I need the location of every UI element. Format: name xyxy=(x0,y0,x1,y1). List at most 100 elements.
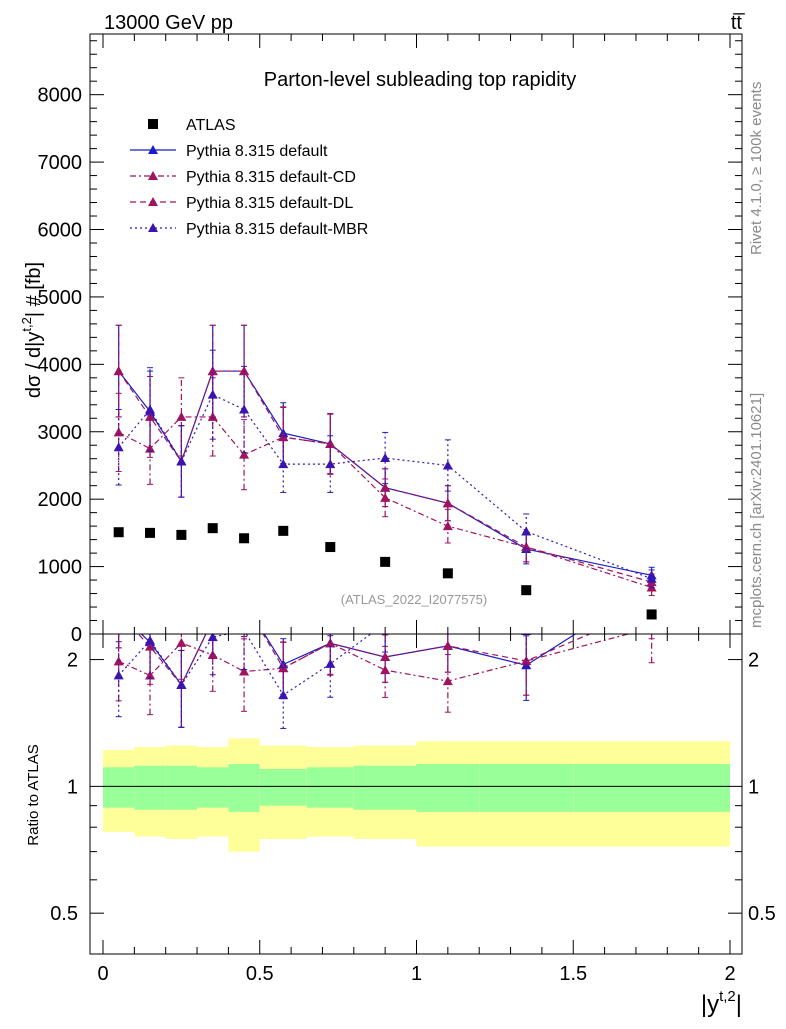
ratio-point-marker xyxy=(145,641,156,651)
series-ratio-solid xyxy=(114,597,577,728)
data-point-square xyxy=(380,556,391,567)
y-tick-label: 7000 xyxy=(38,152,83,174)
data-point-marker xyxy=(113,427,124,437)
legend-entry-label: Pythia 8.315 default-MBR xyxy=(186,221,368,238)
legend: ATLAS Pythia 8.315 default Pythia 8.315 de… xyxy=(130,117,368,238)
inner-uncertainty-band xyxy=(228,764,260,812)
data-point-marker xyxy=(145,411,156,421)
ratio-point-marker xyxy=(380,618,390,627)
data-point-square xyxy=(176,529,187,540)
data-point-marker xyxy=(239,404,250,414)
y-tick-label: 1000 xyxy=(38,557,83,579)
svg-text:dσ / d|yt,2| # [fb]: dσ / d|yt,2| # [fb] xyxy=(19,262,45,398)
x-axis-label: |yt,2| xyxy=(701,988,742,1018)
ratio-point-marker xyxy=(239,666,250,676)
data-point-square xyxy=(278,525,289,536)
ratio-point-marker xyxy=(114,608,124,617)
inner-uncertainty-band xyxy=(353,765,417,810)
y-tick-label: 2000 xyxy=(38,489,83,511)
data-point-marker xyxy=(442,498,453,508)
y-tick-label: 8000 xyxy=(38,85,83,107)
data-point-square xyxy=(145,527,156,538)
data-point-square xyxy=(521,585,532,596)
legend-entry-label: Pythia 8.315 default xyxy=(186,143,328,160)
series-main-data xyxy=(113,523,657,620)
series-main-dotted xyxy=(113,349,657,588)
ratio-tick-label-right: 2 xyxy=(748,650,759,672)
inner-uncertainty-band xyxy=(416,764,480,812)
svg-text:|yt,2|: |yt,2| xyxy=(701,988,742,1018)
y-tick-label: 0 xyxy=(71,624,82,646)
chart-title: Parton-level subleading top rapidity xyxy=(264,69,576,91)
data-point-marker xyxy=(442,460,453,470)
ratio-point-marker xyxy=(521,655,532,665)
ratio-plot-frame xyxy=(89,633,743,955)
ratio-point-marker xyxy=(113,670,124,680)
y-tick-label: 3000 xyxy=(38,422,83,444)
ratio-point-marker xyxy=(239,597,249,606)
legend-marker xyxy=(148,197,158,206)
x-tick-label: 0 xyxy=(97,963,108,985)
ratio-tick-label-right: 1 xyxy=(748,776,759,798)
data-point-marker xyxy=(521,526,532,536)
ratio-tick-label: 2 xyxy=(67,650,78,672)
ratio-point-marker xyxy=(647,623,657,632)
ratio-point-marker xyxy=(176,679,187,689)
data-point-marker xyxy=(113,366,124,376)
uncertainty-bands xyxy=(103,738,730,852)
ratio-point-marker xyxy=(380,652,391,662)
legend-entry-label: ATLAS xyxy=(186,117,236,134)
legend-marker xyxy=(148,145,158,154)
inner-uncertainty-band xyxy=(103,767,135,808)
ratio-y-axis-label: Ratio to ATLAS xyxy=(25,744,42,845)
inner-uncertainty-band xyxy=(306,767,354,808)
ratio-point-marker xyxy=(278,690,289,700)
ratio-point-marker xyxy=(208,615,218,624)
data-point-square xyxy=(325,542,336,553)
mcplots-label: mcplots.cern.ch [arXiv:2401.10621] xyxy=(748,393,765,628)
data-point-square xyxy=(239,533,250,544)
data-point-square xyxy=(442,568,453,579)
ratio-point-marker xyxy=(176,637,187,647)
data-point-marker xyxy=(325,438,336,448)
legend-entry-label: Pythia 8.315 default-DL xyxy=(186,195,353,212)
x-tick-label: 0.5 xyxy=(246,963,274,985)
ratio-point-marker xyxy=(325,658,336,668)
inner-uncertainty-band xyxy=(165,765,198,810)
ratio-point-marker xyxy=(145,670,156,680)
data-point-square xyxy=(646,609,657,620)
legend-marker xyxy=(148,223,158,232)
data-point-marker xyxy=(145,404,156,414)
rivet-version-label: Rivet 4.1.0, ≥ 100k events xyxy=(748,82,765,255)
data-point-marker xyxy=(145,443,156,453)
legend-marker-data xyxy=(148,119,158,129)
data-point-marker xyxy=(646,573,657,583)
legend-marker xyxy=(148,171,158,180)
ratio-point-marker xyxy=(239,634,250,635)
data-point-marker xyxy=(239,449,250,459)
series-ratio-dotted xyxy=(113,618,532,729)
data-point-marker xyxy=(113,442,124,452)
header-right-label: tt̅ xyxy=(731,12,745,34)
data-point-marker xyxy=(207,389,218,399)
data-point-marker xyxy=(442,521,453,531)
series-layer xyxy=(113,324,657,729)
series-line xyxy=(118,416,652,589)
ratio-point-marker xyxy=(442,640,453,650)
inner-uncertainty-band xyxy=(134,765,166,810)
ratio-tick-label-right: 0.5 xyxy=(748,903,776,925)
ratio-point-marker xyxy=(325,638,336,648)
main-axis-ticks: 0 1000 2000 3000 4000 5000 6000 7000 8000 xyxy=(38,34,742,646)
inner-uncertainty-band xyxy=(479,764,574,812)
data-point-marker xyxy=(176,456,187,466)
ratio-tick-label: 1 xyxy=(67,776,78,798)
legend-entry-label: Pythia 8.315 default-CD xyxy=(186,169,356,186)
data-point-marker xyxy=(176,411,187,421)
ratio-point-marker xyxy=(207,634,218,642)
y-tick-label: 4000 xyxy=(38,354,83,376)
x-tick-label: 2 xyxy=(724,963,735,985)
x-tick-label: 1.5 xyxy=(559,963,587,985)
ratio-point-marker xyxy=(442,676,453,686)
